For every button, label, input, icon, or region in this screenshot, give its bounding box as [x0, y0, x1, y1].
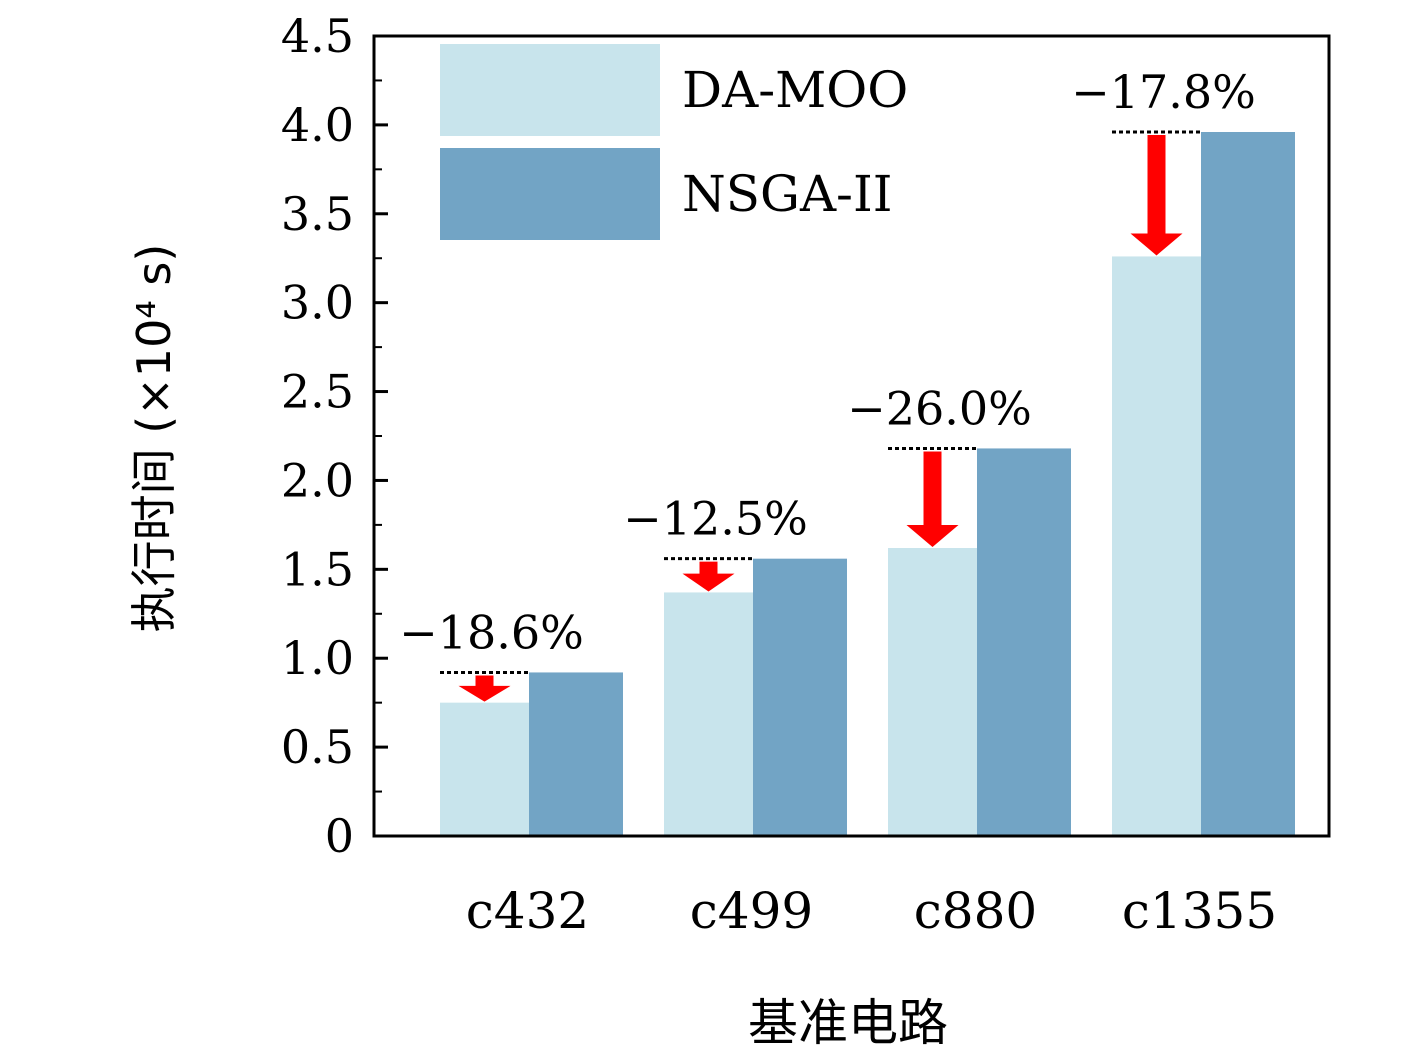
bar-nsga-ii-c432 [529, 672, 623, 836]
y-axis-title: 执行时间 (×10⁴ s) [127, 244, 181, 633]
reduction-percent-label: −12.5% [623, 492, 808, 546]
y-axis: 0 0.5 1.0 1.5 2.0 2.5 3.0 3.5 4.0 4.5 [281, 9, 388, 863]
x-tick-label-c432: c432 [466, 882, 589, 940]
reduction-arrow [682, 561, 735, 592]
x-tick-label-c1355: c1355 [1122, 882, 1277, 940]
x-tick-label-c880: c880 [914, 882, 1037, 940]
reduction-percent-label: −26.0% [847, 381, 1032, 435]
y-tick-label: 4.0 [281, 98, 354, 152]
legend: DA-MOO NSGA-II [440, 44, 908, 240]
y-tick-label: 2.0 [281, 453, 354, 507]
bar-nsga-ii-c1355 [1201, 132, 1295, 836]
bar-da-moo-c1355 [1112, 256, 1201, 836]
y-tick-label: 1.0 [281, 631, 354, 685]
y-tick-label: 0.5 [281, 720, 354, 774]
legend-swatch-da-moo [440, 44, 660, 136]
reduction-arrow [906, 451, 959, 547]
y-tick-label: 0 [325, 809, 354, 863]
reduction-percent-label: −17.8% [1071, 65, 1256, 119]
reduction-arrow [458, 675, 511, 702]
x-tick-label-c499: c499 [690, 882, 813, 940]
y-tick-label: 2.5 [281, 365, 354, 419]
x-axis: c432 c499 c880 c1355 [466, 882, 1277, 940]
legend-label-nsga-ii: NSGA-II [682, 165, 892, 223]
bar-da-moo-c432 [440, 702, 529, 836]
bar-nsga-ii-c499 [753, 558, 847, 836]
legend-swatch-nsga-ii [440, 148, 660, 240]
bar-da-moo-c499 [664, 592, 753, 836]
reduction-percent-label: −18.6% [399, 605, 584, 659]
legend-label-da-moo: DA-MOO [682, 61, 908, 119]
plot-area: −18.6% −12.5% −26.0% −17.8% [399, 65, 1295, 836]
y-tick-label: 3.0 [281, 276, 354, 330]
y-tick-label: 4.5 [281, 9, 354, 63]
y-tick-label: 3.5 [281, 187, 354, 241]
y-tick-label: 1.5 [281, 542, 354, 596]
bar-nsga-ii-c880 [977, 448, 1071, 836]
bar-da-moo-c880 [888, 548, 977, 836]
x-axis-title: 基准电路 [748, 994, 948, 1050]
reduction-arrow [1130, 135, 1183, 256]
